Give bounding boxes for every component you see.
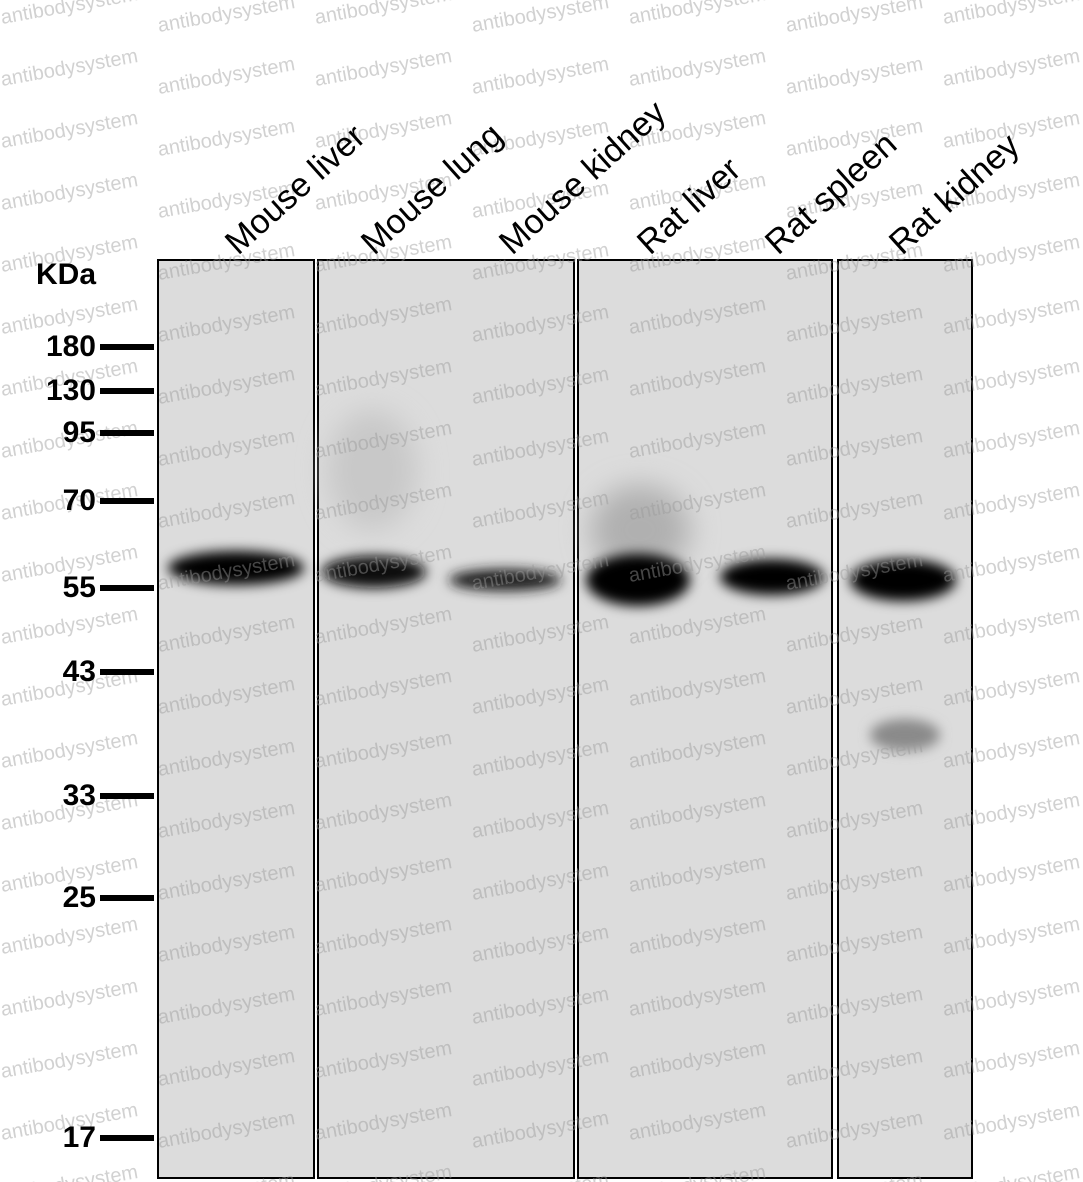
marker-label: 25 bbox=[63, 881, 96, 914]
bands bbox=[168, 410, 956, 751]
markers: 180 130 95 70 55 43 33 25 17 bbox=[46, 330, 154, 1154]
band bbox=[322, 556, 426, 588]
marker-tick bbox=[100, 388, 154, 394]
marker-label: 43 bbox=[63, 655, 96, 688]
marker-label: 55 bbox=[63, 571, 96, 604]
panel bbox=[317, 259, 575, 1179]
marker-tick bbox=[100, 498, 154, 504]
marker-tick bbox=[100, 793, 154, 799]
panel bbox=[157, 259, 315, 1179]
marker-tick bbox=[100, 585, 154, 591]
marker-label: 180 bbox=[46, 330, 96, 363]
band bbox=[449, 569, 561, 591]
unit-label: KDa bbox=[36, 258, 96, 291]
marker-label: 130 bbox=[46, 374, 96, 407]
band bbox=[850, 559, 956, 601]
marker-label: 95 bbox=[63, 416, 96, 449]
smear bbox=[327, 410, 417, 530]
faint-band bbox=[870, 719, 940, 751]
smear bbox=[590, 485, 690, 575]
band bbox=[168, 551, 304, 585]
band bbox=[586, 554, 690, 606]
marker-label: 17 bbox=[63, 1121, 96, 1154]
marker-tick bbox=[100, 344, 154, 350]
marker-tick bbox=[100, 895, 154, 901]
marker-label: 33 bbox=[63, 779, 96, 812]
band bbox=[720, 559, 824, 595]
marker-tick bbox=[100, 1135, 154, 1141]
marker-label: 70 bbox=[63, 484, 96, 517]
panel bbox=[577, 259, 833, 1179]
marker-tick bbox=[100, 669, 154, 675]
marker-tick bbox=[100, 430, 154, 436]
